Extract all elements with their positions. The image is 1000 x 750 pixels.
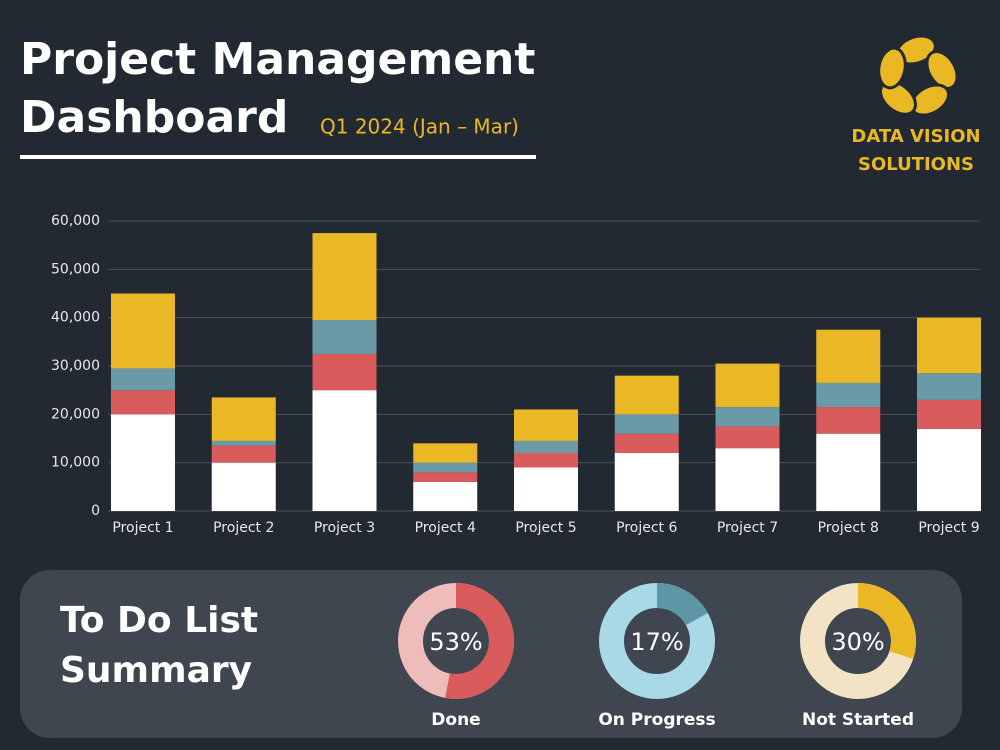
bar-segment xyxy=(312,353,377,391)
bar-segment xyxy=(917,317,981,374)
y-tick-label: 0 xyxy=(91,503,100,519)
bar-segment xyxy=(111,414,175,511)
bar-segment xyxy=(816,407,881,434)
summary-title: Summary xyxy=(60,650,252,691)
brand-line: DATA VISION xyxy=(851,126,980,147)
bar-segment xyxy=(211,440,276,446)
bar-segment xyxy=(917,373,981,400)
bar-segment xyxy=(614,375,679,415)
bar-segment xyxy=(111,368,175,391)
bar-segment xyxy=(211,462,276,511)
donut-arc xyxy=(857,583,916,659)
bar-segment xyxy=(715,448,780,511)
bar-segment xyxy=(413,482,478,511)
donut-value-label: 17% xyxy=(630,628,683,656)
bar-segment xyxy=(413,443,478,463)
bar-segment xyxy=(614,414,679,434)
y-tick-label: 10,000 xyxy=(51,455,100,471)
bar-segment xyxy=(715,363,780,408)
donut-arc xyxy=(445,583,514,699)
x-tick-label: Project 3 xyxy=(314,520,375,536)
logo xyxy=(877,34,959,117)
x-tick-label: Project 6 xyxy=(616,520,677,536)
bar-segment xyxy=(816,433,881,511)
bar-segment xyxy=(413,472,478,482)
bar-segment xyxy=(312,233,377,321)
bar-segment xyxy=(312,390,377,511)
bar-segment xyxy=(715,407,780,427)
title-line: Dashboard xyxy=(20,92,288,143)
bar-segment xyxy=(111,390,175,415)
bar-segment xyxy=(917,399,981,429)
donut-value-label: 53% xyxy=(429,628,482,656)
donut-value-label: 30% xyxy=(831,628,884,656)
y-tick-label: 60,000 xyxy=(51,213,100,229)
bar-segment xyxy=(413,462,478,473)
bar-segment xyxy=(514,453,578,468)
x-tick-label: Project 1 xyxy=(112,520,173,536)
y-tick-label: 50,000 xyxy=(51,261,100,277)
bar-segment xyxy=(312,320,377,354)
bar-segment xyxy=(111,293,175,369)
title-underline xyxy=(20,155,536,159)
bar-segment xyxy=(816,382,881,408)
y-tick-label: 20,000 xyxy=(51,406,100,422)
brand-line: SOLUTIONS xyxy=(858,154,974,175)
y-tick-label: 30,000 xyxy=(51,358,100,374)
bar-segment xyxy=(211,397,276,441)
bar-segment xyxy=(816,329,881,383)
summary-title: To Do List xyxy=(60,600,258,641)
x-tick-label: Project 4 xyxy=(415,520,476,536)
bar-segment xyxy=(614,433,679,453)
bar-segment xyxy=(514,440,578,453)
donut-title: Done xyxy=(431,710,480,730)
bar-segment xyxy=(715,426,780,449)
bar-segment xyxy=(917,428,981,511)
donut-title: Not Started xyxy=(802,710,914,730)
bar-segment xyxy=(614,453,679,511)
title-line: Project Management xyxy=(20,34,535,85)
y-tick-label: 40,000 xyxy=(51,310,100,326)
x-tick-label: Project 5 xyxy=(515,520,576,536)
x-tick-label: Project 7 xyxy=(717,520,778,536)
bar-segment xyxy=(514,467,578,511)
x-tick-label: Project 2 xyxy=(213,520,274,536)
bar-segment xyxy=(514,409,578,441)
x-tick-label: Project 9 xyxy=(918,520,979,536)
x-tick-label: Project 8 xyxy=(818,520,879,536)
donut-title: On Progress xyxy=(598,710,715,730)
bar-segment xyxy=(211,445,276,463)
donut-arc xyxy=(656,583,708,626)
subtitle: Q1 2024 (Jan – Mar) xyxy=(320,115,519,139)
